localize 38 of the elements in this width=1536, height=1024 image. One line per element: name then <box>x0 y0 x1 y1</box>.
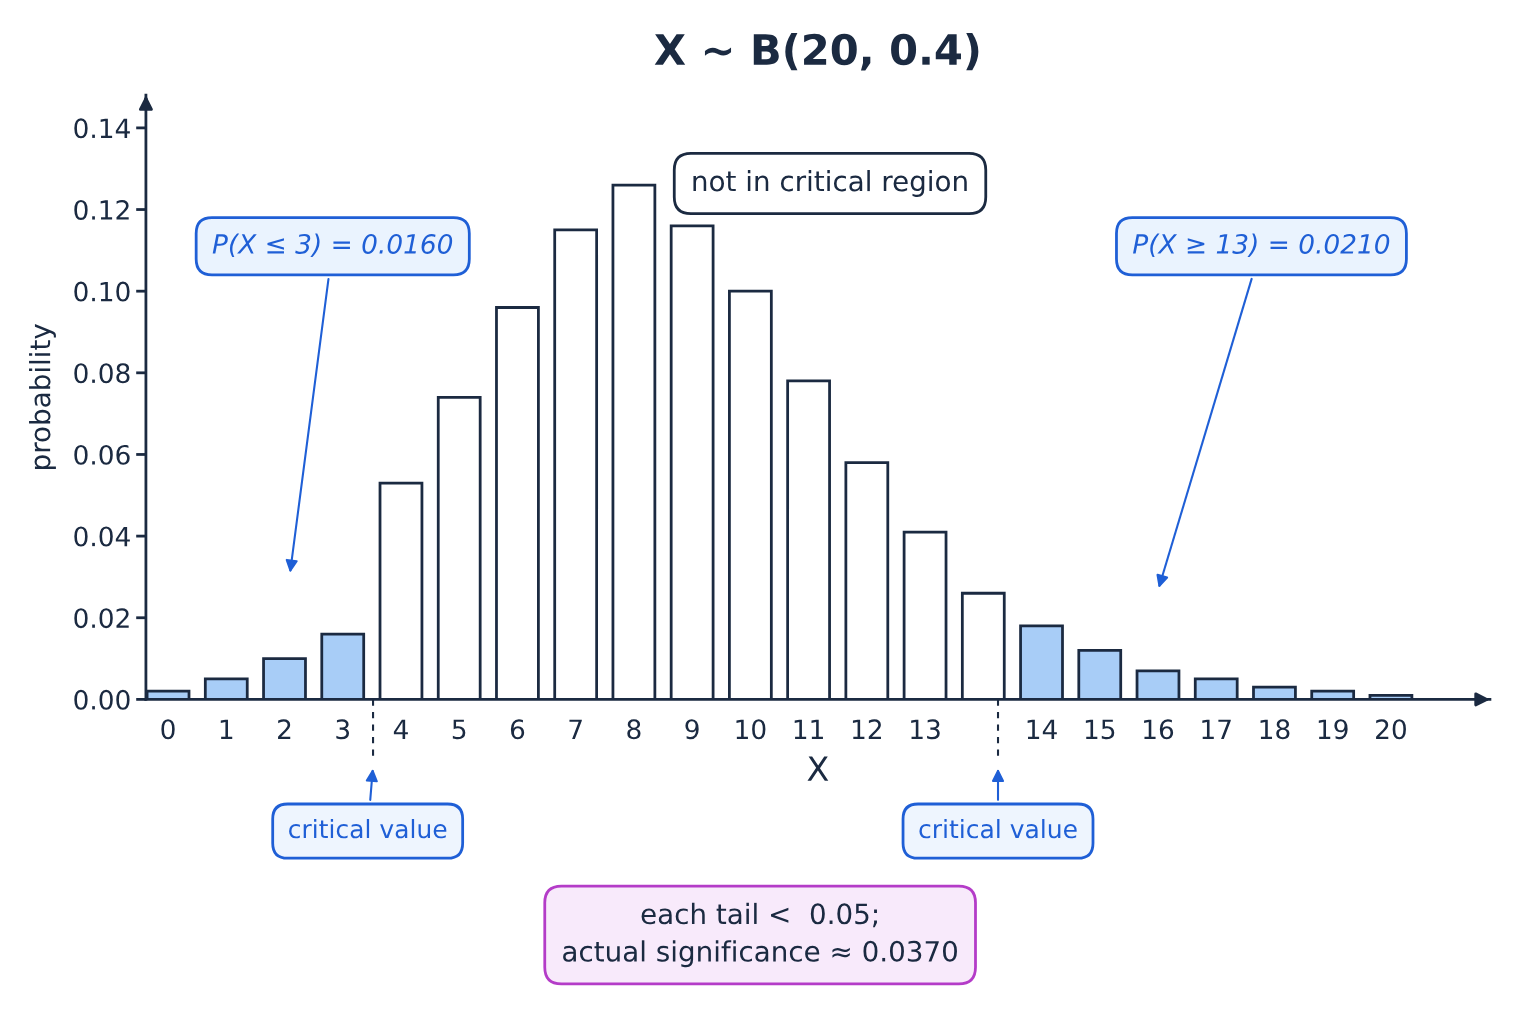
x-tick-label: 16 <box>1144 719 1174 740</box>
x-tick-label: 20 <box>1376 719 1406 740</box>
x-tick-label: 12 <box>852 719 881 739</box>
y-axis-title: probability <box>29 324 56 469</box>
x-tick-label: 5 <box>452 719 466 740</box>
y-tick-label: 0.00 <box>74 689 130 710</box>
text: each tail < 0.05; actual significance ≈ 0.0370 <box>563 902 957 968</box>
x-tick-label: 13 <box>911 719 940 740</box>
x-tick-label: 14 <box>1027 719 1057 739</box>
chart-title: X ~ B(20, 0.4) <box>654 33 979 71</box>
x-tick-label: 11 <box>794 719 823 739</box>
annotation: not in critical region <box>693 170 967 197</box>
annotation: P(X ≤ 3) = 0.0160 <box>212 233 453 258</box>
y-tick-label: 0.08 <box>74 363 130 384</box>
y-tick-label: 0.04 <box>74 526 130 547</box>
y-tick-label: 0.06 <box>74 444 130 465</box>
text: critical value <box>919 819 1077 839</box>
x-tick-label: 15 <box>1085 719 1115 740</box>
x-tick-label: 0 <box>161 719 175 740</box>
x-tick-label: 8 <box>627 719 641 740</box>
x-axis-title: X <box>807 756 829 781</box>
text: critical value <box>289 819 447 839</box>
y-tick-label: 0.14 <box>74 118 130 139</box>
x-tick-label: 3 <box>336 719 350 740</box>
x-tick-label: 19 <box>1318 719 1348 740</box>
x-tick-label: 2 <box>278 719 291 739</box>
y-tick-label: 0.10 <box>74 281 130 302</box>
y-tick-label: 0.02 <box>74 608 129 629</box>
x-tick-label: 6 <box>510 719 525 740</box>
x-tick-label: 10 <box>736 719 766 740</box>
x-tick-label: 9 <box>685 719 699 740</box>
x-tick-label: 1 <box>220 719 233 739</box>
y-tick-label: 0.12 <box>74 199 129 220</box>
x-tick-label: 4 <box>393 719 408 739</box>
x-tick-label: 18 <box>1260 719 1290 740</box>
x-tick-label: 17 <box>1202 719 1231 739</box>
annotation: P(X ≥ 13) = 0.0210 <box>1133 233 1390 258</box>
x-tick-label: 7 <box>569 719 582 739</box>
